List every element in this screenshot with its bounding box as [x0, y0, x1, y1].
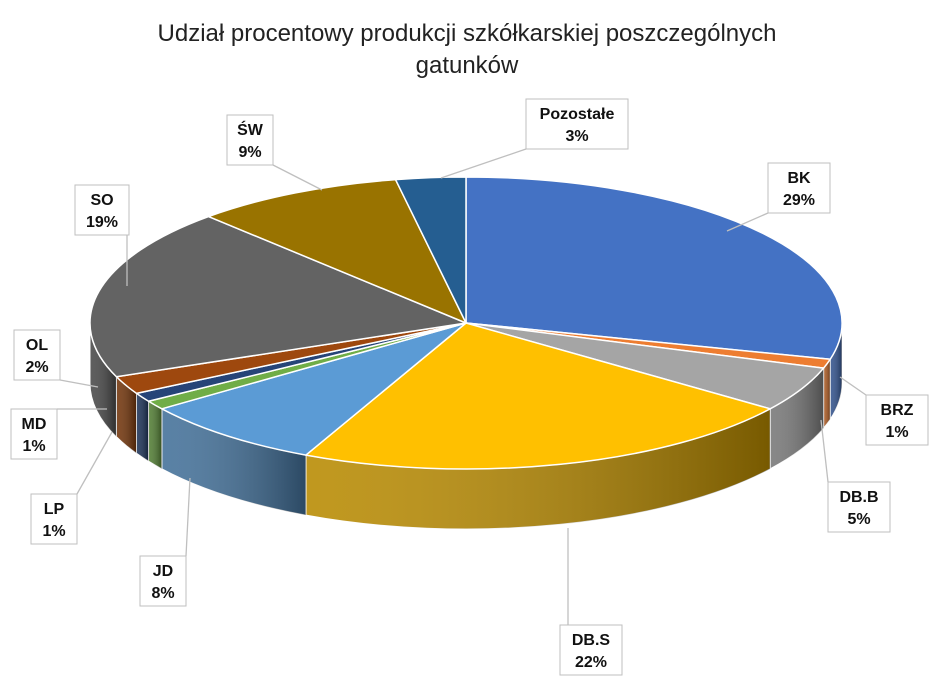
data-label-db-b: DB.B 5%: [827, 481, 891, 533]
data-label-box-lp: [30, 493, 78, 545]
data-label-md: MD 1%: [10, 408, 58, 460]
data-label-sw: ŚW 9%: [226, 114, 274, 166]
data-label-box-db-s: [559, 624, 623, 676]
pie-slice-jd[interactable]: [161, 322, 467, 456]
data-label-box-so: [74, 184, 130, 236]
data-label-category-md: MD: [22, 416, 47, 433]
data-label-category-pozostale: Pozostałe: [540, 106, 615, 123]
pie-side-shade-bk: [830, 323, 842, 420]
data-label-value-ol: 2%: [25, 359, 48, 376]
data-label-value-jd: 8%: [151, 585, 174, 602]
data-label-ol: OL 2%: [13, 329, 61, 381]
data-label-category-so: SO: [90, 192, 113, 209]
data-label-box-db-b: [827, 481, 891, 533]
data-label-category-ol: OL: [26, 337, 48, 354]
pie-side-shade-jd: [161, 408, 306, 516]
data-label-value-bk: 29%: [783, 192, 815, 209]
data-label-box-pozostale: [525, 98, 629, 150]
data-label-value-brz: 1%: [885, 424, 908, 441]
pie-slice-pozostale[interactable]: [394, 176, 467, 324]
leader-lines: [57, 148, 867, 625]
data-label-category-db-s: DB.S: [572, 632, 611, 649]
leader-line-jd: [185, 477, 191, 557]
data-label-category-brz: BRZ: [881, 402, 914, 419]
data-label-pozostale: Pozostałe 3%: [525, 98, 629, 150]
pie-slice-so[interactable]: [89, 215, 467, 378]
data-label-box-jd: [139, 555, 187, 607]
leader-line-bk: [726, 212, 769, 232]
pie-side-shade-db-b: [770, 368, 824, 469]
data-label-category-db-b: DB.B: [839, 489, 878, 506]
data-label-value-db-s: 22%: [575, 654, 607, 671]
data-label-value-sw: 9%: [238, 144, 261, 161]
data-label-box-sw: [226, 114, 274, 166]
data-label-category-jd: JD: [153, 563, 173, 580]
data-label-value-pozostale: 3%: [565, 128, 588, 145]
leader-line-sw: [272, 164, 323, 191]
pie-slice-sw[interactable]: [207, 178, 467, 324]
data-label-value-db-b: 5%: [847, 511, 870, 528]
leader-line-pozostale: [440, 148, 527, 179]
data-labels: BK 29% BRZ 1% DB.B 5% DB.S 22% JD 8% LP 1% MD 1% OL 2% S…: [10, 98, 929, 676]
pie-top-slices: [89, 176, 843, 470]
data-label-db-s: DB.S 22%: [559, 624, 623, 676]
data-label-value-lp: 1%: [42, 523, 65, 540]
chart-title: Udział procentowy produkcji szkółkarskie…: [0, 18, 934, 82]
data-label-value-so: 19%: [86, 214, 118, 231]
data-label-box-brz: [865, 394, 929, 446]
data-label-lp: LP 1%: [30, 493, 78, 545]
pie-side-shade-lp: [148, 401, 162, 469]
data-label-category-lp: LP: [44, 501, 65, 518]
data-label-so: SO 19%: [74, 184, 130, 236]
pie-slice-bk[interactable]: [465, 176, 843, 361]
leader-line-ol: [59, 379, 99, 388]
leader-line-lp: [76, 431, 113, 495]
chart-title-line-2: gatunków: [415, 52, 519, 79]
pie-side-shade-ol: [116, 376, 137, 454]
pie-side-shade-md: [136, 393, 149, 462]
pie-side-shade-brz: [823, 359, 831, 429]
data-label-box-md: [10, 408, 58, 460]
data-label-box-bk: [767, 162, 831, 214]
data-label-brz: BRZ 1%: [865, 394, 929, 446]
data-label-box-ol: [13, 329, 61, 381]
leader-line-db-b: [820, 419, 829, 483]
pie-side-shade-db-s: [305, 408, 771, 529]
data-label-jd: JD 8%: [139, 555, 187, 607]
data-label-category-sw: ŚW: [237, 120, 264, 139]
data-label-bk: BK 29%: [767, 162, 831, 214]
chart-title-line-1: Udział procentowy produkcji szkółkarskie…: [157, 20, 777, 47]
data-label-value-md: 1%: [22, 438, 45, 455]
data-label-category-bk: BK: [787, 170, 811, 187]
leader-line-brz: [839, 376, 867, 396]
